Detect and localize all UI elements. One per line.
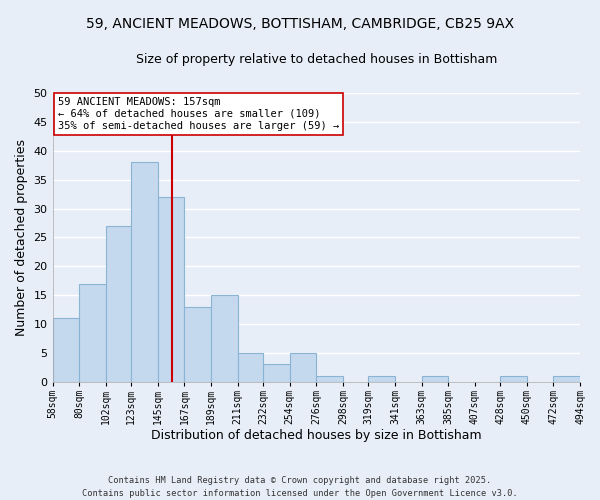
Text: 59 ANCIENT MEADOWS: 157sqm
← 64% of detached houses are smaller (109)
35% of sem: 59 ANCIENT MEADOWS: 157sqm ← 64% of deta… bbox=[58, 98, 339, 130]
Bar bbox=[263, 364, 290, 382]
Bar bbox=[422, 376, 448, 382]
Bar bbox=[158, 197, 184, 382]
Text: Contains HM Land Registry data © Crown copyright and database right 2025.
Contai: Contains HM Land Registry data © Crown c… bbox=[82, 476, 518, 498]
Y-axis label: Number of detached properties: Number of detached properties bbox=[15, 139, 28, 336]
Bar bbox=[131, 162, 158, 382]
Bar bbox=[53, 318, 79, 382]
Bar bbox=[316, 376, 343, 382]
Bar bbox=[368, 376, 395, 382]
Text: 59, ANCIENT MEADOWS, BOTTISHAM, CAMBRIDGE, CB25 9AX: 59, ANCIENT MEADOWS, BOTTISHAM, CAMBRIDG… bbox=[86, 18, 514, 32]
Bar bbox=[106, 226, 131, 382]
X-axis label: Distribution of detached houses by size in Bottisham: Distribution of detached houses by size … bbox=[151, 430, 482, 442]
Bar bbox=[290, 353, 316, 382]
Bar bbox=[184, 306, 211, 382]
Title: Size of property relative to detached houses in Bottisham: Size of property relative to detached ho… bbox=[136, 52, 497, 66]
Bar bbox=[79, 284, 106, 382]
Bar bbox=[238, 353, 263, 382]
Bar bbox=[211, 295, 238, 382]
Bar bbox=[553, 376, 580, 382]
Bar bbox=[500, 376, 527, 382]
